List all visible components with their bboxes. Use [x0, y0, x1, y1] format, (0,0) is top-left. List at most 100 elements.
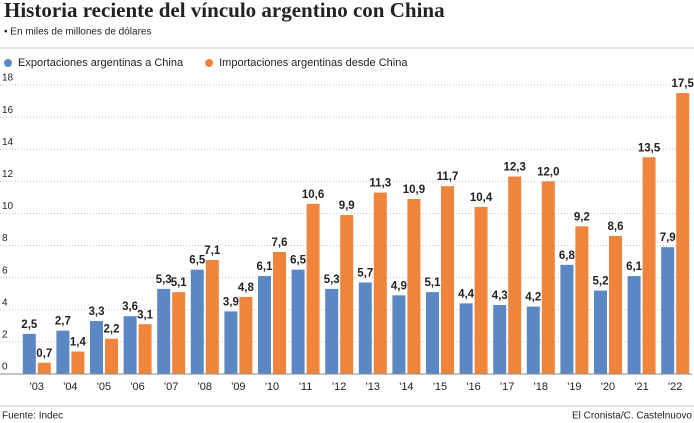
bar: [575, 226, 589, 374]
bar: [291, 269, 305, 374]
y-tick-label: 8: [2, 233, 8, 244]
value-label: 4,8: [238, 282, 255, 294]
value-label: 6,8: [559, 250, 576, 262]
bar: [358, 282, 372, 374]
value-label: 17,5: [672, 78, 694, 90]
x-tick-label: '21: [634, 381, 648, 393]
x-tick-label: '19: [567, 381, 581, 393]
bar: [22, 333, 36, 374]
value-label: 11,3: [369, 178, 391, 190]
bar: [493, 304, 507, 374]
value-label: 7,1: [204, 245, 221, 257]
value-label: 6,5: [189, 255, 206, 267]
x-tick-label: '16: [466, 381, 480, 393]
value-label: 10,4: [470, 192, 493, 204]
value-label: 3,1: [137, 309, 154, 321]
value-label: 9,9: [339, 200, 355, 212]
chart-title: Historia reciente del vínculo argentino …: [4, 0, 445, 22]
bar: [138, 324, 152, 374]
value-label: 3,9: [223, 296, 239, 308]
value-label: 5,3: [324, 274, 340, 286]
bar: [526, 306, 540, 374]
bar: [594, 290, 607, 374]
bar: [123, 316, 137, 374]
x-tick-label: '06: [130, 381, 144, 393]
bar: [71, 351, 85, 374]
value-label: 8,6: [608, 221, 624, 233]
bar: [340, 215, 354, 374]
value-label: 5,1: [425, 277, 442, 289]
value-label: 12,3: [504, 162, 526, 174]
x-tick-label: '17: [500, 381, 514, 393]
bar: [642, 157, 656, 374]
bar: [373, 192, 387, 374]
value-label: 13,5: [638, 142, 661, 154]
value-label: 0,7: [36, 348, 52, 360]
bar: [157, 288, 171, 374]
bar: [426, 292, 439, 374]
bar: [392, 295, 406, 374]
value-label: 3,6: [122, 301, 138, 313]
x-tick-label: '13: [366, 381, 380, 393]
value-label: 7,6: [272, 237, 288, 249]
y-tick-label: 0: [2, 362, 8, 373]
bar: [474, 207, 488, 374]
bar: [306, 203, 320, 374]
bar: [172, 292, 186, 374]
bar: [37, 362, 51, 374]
bar: [459, 303, 473, 374]
value-label: 3,3: [89, 306, 105, 318]
y-tick-label: 4: [2, 297, 8, 308]
legend-label: Importaciones argentinas desde China: [219, 57, 408, 69]
value-label: 6,5: [290, 255, 307, 267]
x-tick-label: '09: [231, 381, 245, 393]
legend-swatch: [205, 59, 214, 67]
value-label: 1,4: [70, 337, 87, 349]
bar: [609, 235, 622, 374]
legend-label: Exportaciones argentinas a China: [18, 57, 184, 69]
value-label: 4,3: [492, 290, 508, 302]
value-label: 7,9: [660, 232, 676, 244]
bar: [90, 321, 103, 374]
value-label: 4,4: [458, 288, 475, 300]
chart-subtitle: • En miles de millones de dólares: [4, 27, 151, 38]
x-tick-label: '12: [332, 381, 346, 393]
value-label: 10,6: [302, 189, 324, 201]
bar: [441, 186, 454, 374]
x-tick-label: '08: [198, 381, 212, 393]
bar: [190, 269, 204, 374]
value-label: 4,9: [391, 280, 407, 292]
y-tick-label: 2: [2, 330, 8, 341]
x-tick-label: '04: [63, 381, 77, 393]
bar: [258, 276, 271, 374]
value-label: 5,7: [357, 268, 373, 280]
value-label: 4,2: [525, 292, 541, 304]
value-label: 6,1: [626, 261, 643, 273]
source: Fuente: Indec: [2, 411, 63, 422]
bar: [239, 296, 253, 374]
bar: [56, 330, 70, 374]
y-tick-label: 12: [2, 169, 14, 180]
x-tick-label: '14: [399, 381, 413, 393]
bar: [661, 247, 675, 374]
x-tick-label: '03: [30, 381, 44, 393]
bar: [224, 311, 238, 374]
value-label: 12,0: [537, 166, 559, 178]
bar: [105, 338, 118, 374]
value-label: 11,7: [437, 171, 459, 183]
value-label: 5,1: [171, 277, 188, 289]
credit: El Cronista/C. Castelnuovo: [572, 411, 692, 422]
y-tick-label: 14: [2, 137, 14, 148]
x-tick-label: '10: [265, 381, 279, 393]
x-tick-label: '11: [299, 381, 313, 393]
legend-swatch: [4, 59, 12, 67]
value-label: 2,5: [21, 319, 38, 331]
y-tick-label: 16: [2, 105, 14, 116]
value-label: 5,2: [593, 276, 609, 288]
value-label: 9,2: [574, 211, 590, 223]
bar: [676, 93, 690, 375]
value-label: 2,2: [104, 324, 120, 336]
x-tick-label: '18: [534, 381, 548, 393]
x-tick-label: '05: [97, 381, 111, 393]
